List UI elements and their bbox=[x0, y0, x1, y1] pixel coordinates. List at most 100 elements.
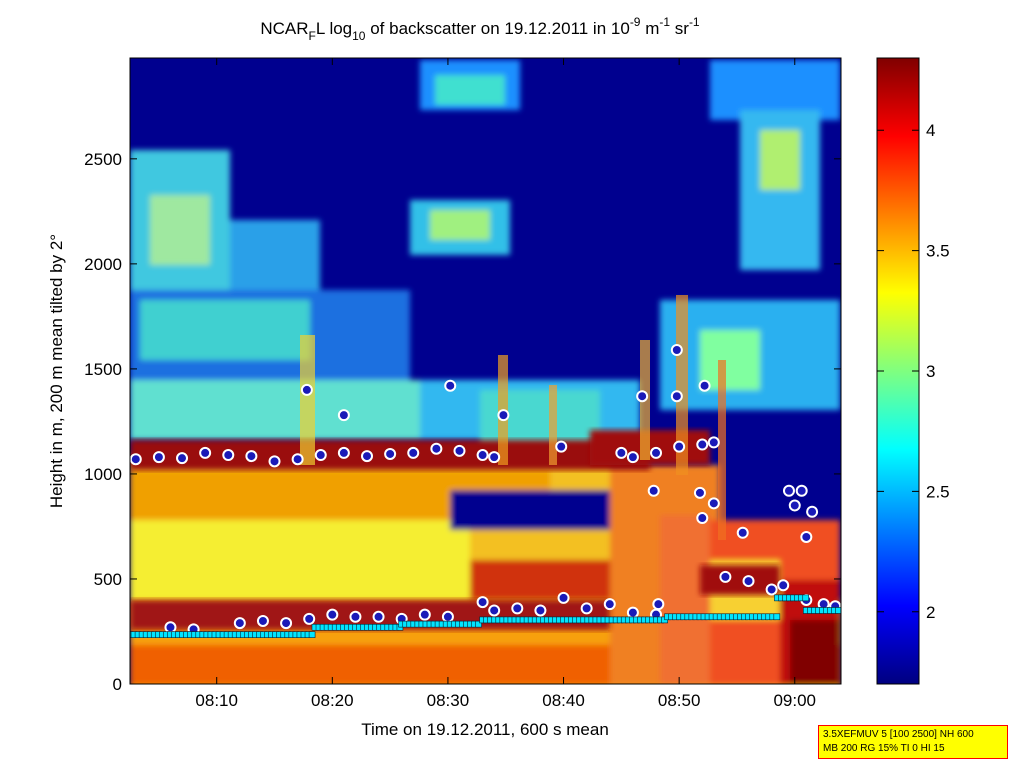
chart-title: NCARFL log10 of backscatter on 19.12.201… bbox=[260, 15, 700, 43]
circle-marker bbox=[444, 379, 457, 392]
x-axis-label: Time on 19.12.2011, 600 s mean bbox=[361, 720, 609, 739]
circle-marker bbox=[777, 579, 790, 592]
plot-area bbox=[130, 58, 841, 684]
plot-frame bbox=[129, 57, 842, 685]
circle-marker bbox=[488, 451, 501, 464]
x-tick-label: 08:10 bbox=[195, 691, 238, 710]
circle-marker bbox=[199, 446, 212, 459]
parameter-info-box: 3.5XEFMUV 5 [100 2500] NH 600 MB 200 RG … bbox=[818, 725, 1008, 759]
circle-marker bbox=[176, 452, 189, 465]
heatmap-field bbox=[130, 60, 841, 684]
circle-marker bbox=[497, 409, 510, 422]
square-marker bbox=[802, 594, 810, 602]
cloud-base-height-markers bbox=[130, 343, 841, 636]
circle-marker bbox=[245, 450, 258, 463]
circle-marker bbox=[291, 453, 304, 466]
circle-marker bbox=[337, 409, 350, 422]
mixing-layer-height-markers bbox=[130, 594, 841, 638]
circle-marker bbox=[534, 604, 547, 617]
y-tick-label: 1000 bbox=[84, 465, 122, 484]
circle-marker bbox=[555, 440, 568, 453]
info-line-2: MB 200 RG 15% TI 0 HI 15 bbox=[823, 743, 945, 754]
circle-marker bbox=[626, 606, 639, 619]
x-tick-label: 09:00 bbox=[773, 691, 816, 710]
circle-marker bbox=[430, 442, 443, 455]
circle-marker bbox=[670, 343, 683, 356]
circle-marker bbox=[511, 602, 524, 615]
colorbar-tick-label: 4 bbox=[926, 121, 935, 140]
colorbar-tick-label: 3.5 bbox=[926, 242, 950, 261]
circle-marker bbox=[361, 450, 373, 463]
circle-marker bbox=[300, 383, 313, 396]
circle-marker bbox=[233, 617, 246, 630]
circle-marker bbox=[782, 484, 795, 497]
circle-marker bbox=[603, 598, 616, 611]
info-line-1: 3.5XEFMUV 5 [100 2500] NH 600 bbox=[823, 729, 974, 740]
circle-marker bbox=[719, 570, 732, 583]
circle-marker bbox=[806, 505, 819, 518]
circle-marker bbox=[707, 436, 720, 449]
circle-marker bbox=[303, 612, 316, 625]
circle-marker bbox=[557, 591, 570, 604]
circle-marker bbox=[384, 447, 397, 460]
x-axis: 08:10 08:20 08:30 08:40 08:50 09:00 bbox=[195, 58, 816, 710]
circle-marker bbox=[130, 453, 142, 466]
square-marker bbox=[308, 631, 316, 638]
y-tick-label: 2000 bbox=[84, 255, 122, 274]
circle-marker bbox=[696, 512, 709, 525]
circle-marker bbox=[441, 610, 454, 623]
square-marker bbox=[475, 620, 482, 628]
circle-marker bbox=[337, 446, 350, 459]
circle-marker bbox=[765, 583, 778, 596]
circle-marker bbox=[418, 608, 431, 621]
circle-marker bbox=[736, 526, 749, 539]
x-tick-label: 08:40 bbox=[542, 691, 585, 710]
y-tick-label: 2500 bbox=[84, 150, 122, 169]
circle-marker bbox=[788, 499, 801, 512]
circle-marker bbox=[647, 484, 660, 497]
colorbar-tick-label: 2.5 bbox=[926, 482, 950, 501]
circle-marker bbox=[453, 444, 466, 457]
circle-marker bbox=[580, 602, 593, 615]
y-axis-label: Height in m, 200 m mean tilted by 2° bbox=[47, 234, 66, 508]
circle-marker bbox=[698, 379, 711, 392]
circle-marker bbox=[280, 617, 293, 630]
x-tick-label: 08:50 bbox=[658, 691, 701, 710]
circle-marker bbox=[742, 575, 755, 588]
circle-marker bbox=[268, 455, 281, 468]
x-tick-label: 08:30 bbox=[427, 691, 470, 710]
circle-marker bbox=[693, 486, 706, 499]
circle-marker bbox=[222, 449, 235, 462]
circle-marker bbox=[670, 390, 683, 403]
circle-marker bbox=[795, 484, 808, 497]
square-marker bbox=[835, 607, 841, 614]
circle-marker bbox=[707, 497, 720, 510]
y-tick-label: 1500 bbox=[84, 360, 122, 379]
circle-marker bbox=[650, 446, 663, 459]
square-marker bbox=[773, 613, 781, 621]
colorbar-tick-label: 2 bbox=[926, 603, 935, 622]
colorbar-tick-label: 3 bbox=[926, 362, 935, 381]
circle-marker bbox=[696, 438, 709, 451]
circle-marker bbox=[349, 610, 362, 623]
colorbar-ticks: 2 2.5 3 3.5 4 bbox=[877, 121, 950, 622]
circle-marker bbox=[476, 596, 489, 609]
circle-marker bbox=[800, 530, 813, 543]
circle-marker bbox=[626, 451, 639, 464]
colorbar: 2 2.5 3 3.5 4 bbox=[876, 57, 950, 685]
circle-marker bbox=[164, 621, 177, 634]
circle-marker bbox=[673, 440, 686, 453]
y-axis: 0 500 1000 1500 2000 2500 bbox=[84, 150, 841, 694]
circle-marker bbox=[314, 449, 327, 462]
circle-marker bbox=[407, 446, 420, 459]
circle-marker bbox=[372, 610, 385, 623]
circle-marker bbox=[476, 449, 489, 462]
y-tick-label: 500 bbox=[94, 570, 122, 589]
circle-marker bbox=[652, 598, 665, 611]
y-tick-label: 0 bbox=[113, 675, 122, 694]
circle-marker bbox=[636, 390, 649, 403]
circle-marker bbox=[615, 446, 628, 459]
circle-marker bbox=[326, 608, 339, 621]
circle-marker bbox=[256, 614, 269, 627]
